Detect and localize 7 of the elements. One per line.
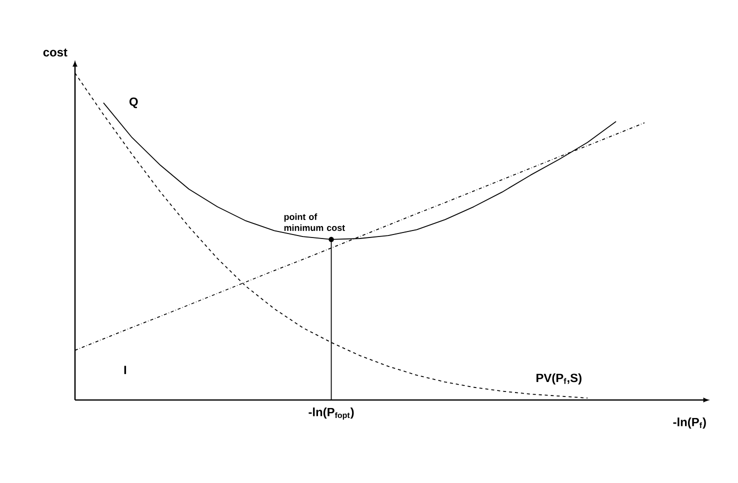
series-label: PV(P$_{f}$,S) [536,373,582,385]
annotation: point of minimum cost [284,213,345,231]
y-axis-title: cost [43,48,68,56]
x-axis-title: -ln(P$_{f}$) [673,418,706,429]
text: -ln(P$_{fopt}$) [308,408,354,420]
text: I [124,366,126,374]
series-label: Q [129,97,138,108]
